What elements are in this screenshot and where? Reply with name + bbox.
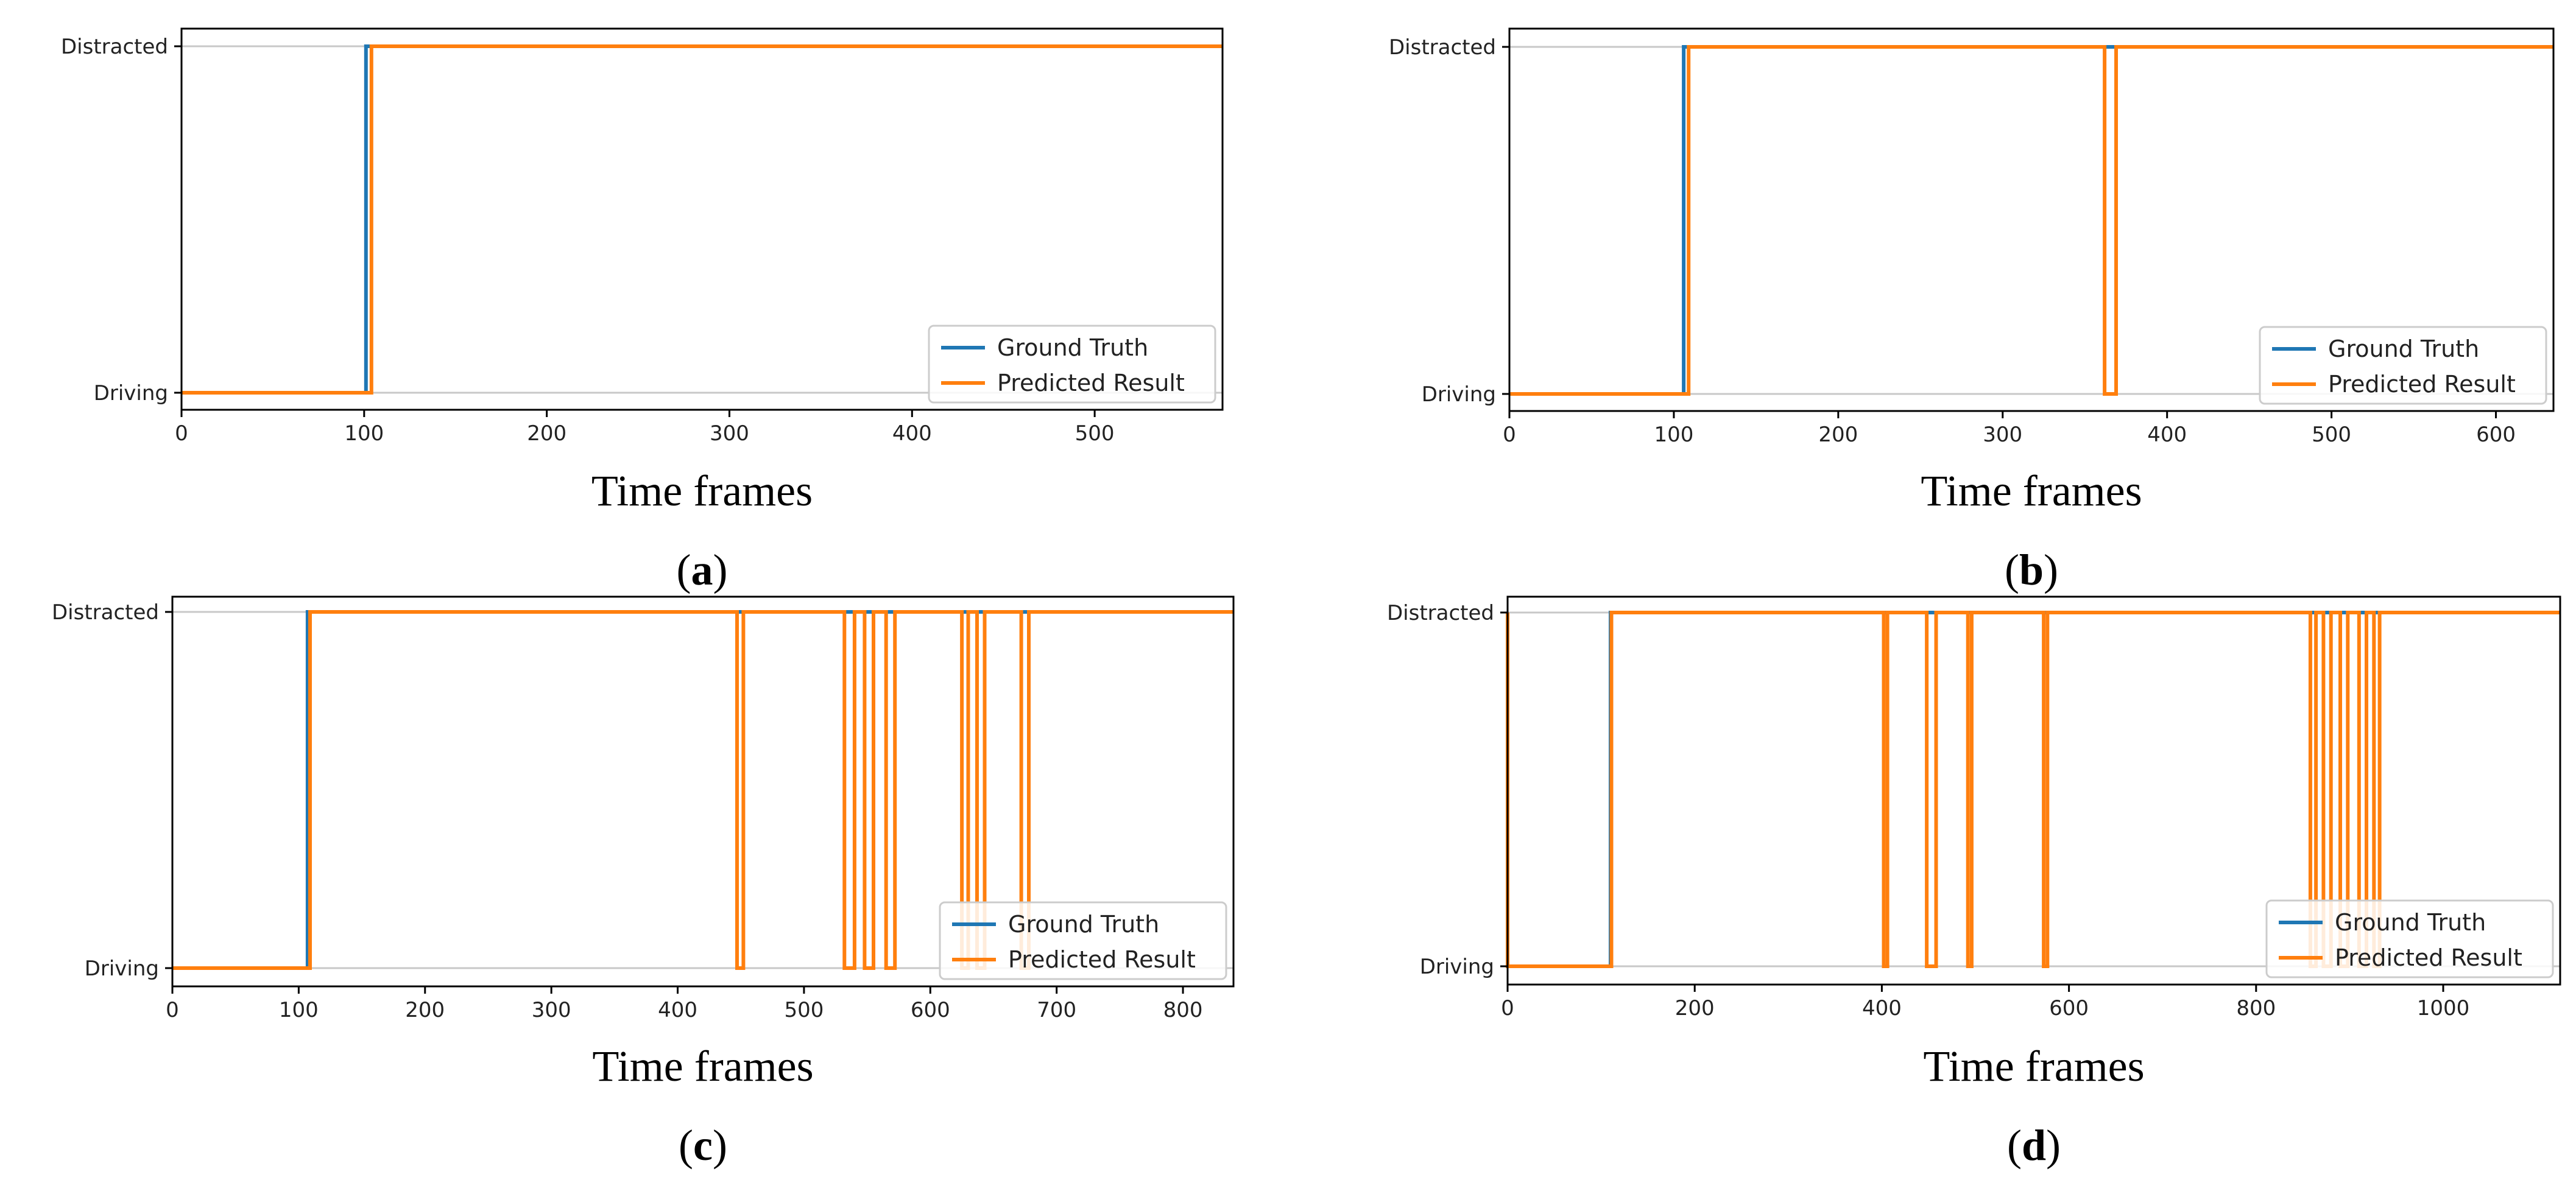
x-tick-label: 400 — [658, 998, 697, 1022]
x-tick-label: 800 — [2236, 996, 2276, 1020]
axes-frame — [1506, 595, 2561, 986]
legend — [928, 325, 1216, 404]
legend-entry: Predicted Result — [997, 370, 1185, 396]
y-tick-label-driving: Driving — [85, 957, 159, 981]
y-tick-label-distracted: Distracted — [1387, 601, 1494, 625]
legend — [2265, 899, 2554, 978]
x-axis-label: Time frames — [1921, 466, 2142, 515]
panel-c: 0 100 200 300 400 500 600 700 800 Driving Distract… — [52, 595, 1235, 1170]
legend-entry: Ground Truth — [1008, 911, 1159, 938]
x-tick-label: 500 — [1075, 421, 1115, 446]
panel-label: (d) — [2007, 1121, 2061, 1170]
x-tick-label: 200 — [405, 998, 445, 1022]
x-tick-label: 400 — [892, 421, 932, 446]
legend — [939, 901, 1227, 980]
x-tick-label: 100 — [344, 421, 384, 446]
y-tick-label-driving: Driving — [1420, 955, 1494, 979]
series-line-predicted-result — [172, 610, 1233, 970]
x-tick-label: 800 — [1163, 998, 1203, 1022]
y-tick-label-driving: Driving — [1422, 382, 1496, 407]
x-tick-label: 200 — [1675, 996, 1715, 1020]
x-tick-label: 700 — [1037, 998, 1076, 1022]
series-line-predicted-result — [182, 44, 1223, 395]
x-tick-label: 600 — [911, 998, 950, 1022]
legend-entry: Predicted Result — [2328, 371, 2516, 398]
legend-entry: Predicted Result — [2335, 944, 2522, 971]
axes-frame — [1508, 27, 2555, 412]
series-line-predicted-result — [1509, 45, 2553, 396]
y-tick-label-driving: Driving — [94, 381, 168, 406]
legend-entry: Ground Truth — [2335, 909, 2486, 936]
x-tick-label: 200 — [1818, 423, 1858, 447]
legend-entry: Ground Truth — [2328, 335, 2479, 362]
x-tick-label: 200 — [527, 421, 566, 446]
x-tick-label: 600 — [2049, 996, 2089, 1020]
panel-label: (c) — [679, 1121, 727, 1170]
y-tick-label-distracted: Distracted — [1389, 35, 1496, 60]
panel-label: (b) — [2005, 546, 2058, 594]
axes-frame — [180, 27, 1224, 411]
legend-entry: Predicted Result — [1008, 946, 1196, 973]
x-tick-label: 500 — [2312, 423, 2351, 447]
panel-a: 0 100 200 300 400 500 Driving Distracted Ground … — [61, 27, 1224, 594]
legend-entry: Ground Truth — [997, 334, 1148, 361]
x-tick-label: 300 — [1983, 423, 2022, 447]
x-tick-label: 400 — [2147, 423, 2187, 447]
y-tick-label-distracted: Distracted — [61, 35, 168, 59]
x-tick-label: 600 — [2476, 423, 2516, 447]
y-tick-label-distracted: Distracted — [52, 600, 159, 625]
x-tick-label: 0 — [175, 421, 188, 446]
axes-frame — [171, 595, 1235, 988]
x-axis-label: Time frames — [1923, 1042, 2144, 1090]
panel-d: 0 200 400 600 800 1000 Driving Distracted Ground… — [1387, 595, 2561, 1170]
x-axis-label: Time frames — [591, 466, 813, 515]
legend — [2259, 326, 2547, 405]
x-tick-label: 300 — [532, 998, 571, 1022]
x-tick-label: 400 — [1862, 996, 1902, 1020]
x-tick-label: 100 — [279, 998, 319, 1022]
x-tick-label: 1000 — [2417, 996, 2470, 1020]
x-tick-label: 300 — [710, 421, 749, 446]
panel-b: 0 100 200 300 400 500 600 Driving Distracted Grou… — [1389, 27, 2555, 594]
x-axis-label: Time frames — [592, 1042, 813, 1090]
panel-label: (a) — [677, 546, 728, 594]
x-tick-label: 0 — [1503, 423, 1516, 447]
x-tick-label: 100 — [1654, 423, 1693, 447]
x-tick-label: 0 — [1501, 996, 1514, 1020]
x-tick-label: 500 — [784, 998, 824, 1022]
x-tick-label: 0 — [166, 998, 179, 1022]
